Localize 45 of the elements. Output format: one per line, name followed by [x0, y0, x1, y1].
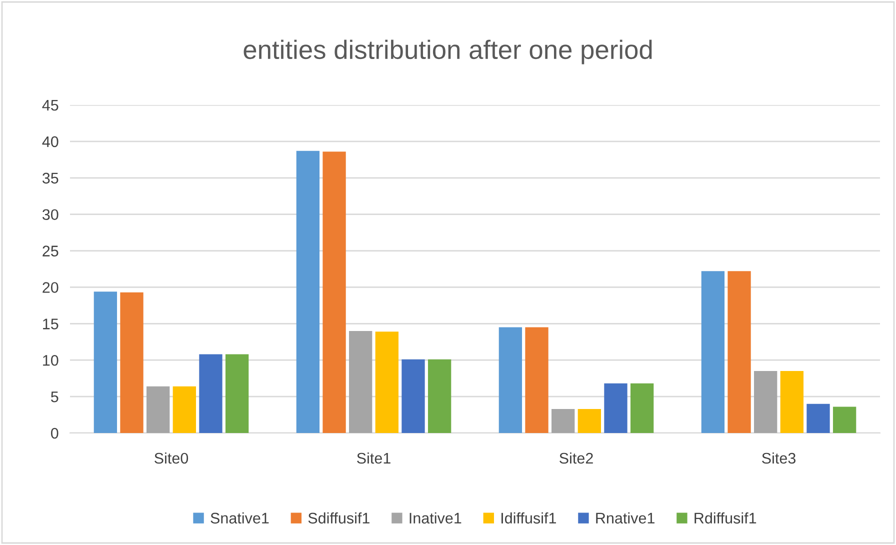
y-tick-label: 25 — [42, 246, 58, 256]
bar — [172, 386, 196, 433]
bar — [578, 408, 601, 433]
bar — [701, 271, 725, 433]
bar — [349, 330, 372, 433]
legend-label: Rdiffusif1 — [694, 512, 756, 524]
bar — [225, 354, 249, 433]
y-tick-label: 0 — [50, 428, 58, 439]
y-tick-label: 40 — [42, 136, 58, 148]
legend-label: Rnative1 — [596, 512, 654, 524]
bar — [322, 152, 346, 433]
y-tick-label: 5 — [51, 392, 58, 402]
y-tick-label: 10 — [43, 354, 58, 366]
bar — [296, 150, 320, 433]
y-tick-label: 30 — [42, 209, 58, 220]
bar — [94, 292, 118, 433]
bar — [428, 359, 452, 433]
bar — [525, 327, 548, 433]
bar — [375, 332, 398, 433]
y-tick-label: 20 — [42, 282, 58, 293]
bar — [754, 371, 778, 433]
bar — [498, 327, 522, 433]
y-tick-label: 35 — [42, 172, 58, 184]
y-tick-label: 15 — [43, 318, 58, 330]
bar — [146, 386, 170, 433]
bar — [552, 408, 575, 433]
legend-label: Inative1 — [410, 512, 462, 524]
bar — [630, 383, 654, 433]
x-tick-label: Site1 — [357, 452, 390, 464]
bar — [199, 354, 222, 433]
x-tick-label: Site3 — [762, 452, 796, 464]
y-tick-label: 45 — [42, 100, 58, 111]
legend-label: Idiffusif1 — [502, 512, 556, 524]
legend-label: Sdiffusif1 — [308, 512, 370, 524]
bar — [120, 292, 144, 433]
bar — [604, 383, 628, 433]
legend-label: Snative1 — [210, 512, 269, 524]
bar — [728, 271, 751, 433]
bar — [806, 404, 830, 433]
x-tick-label: Site0 — [154, 452, 188, 464]
bar — [780, 371, 804, 433]
chart-title: entities distribution after one period — [244, 40, 652, 64]
bar — [832, 406, 856, 433]
x-tick-label: Site2 — [560, 452, 593, 464]
bar — [402, 359, 425, 433]
